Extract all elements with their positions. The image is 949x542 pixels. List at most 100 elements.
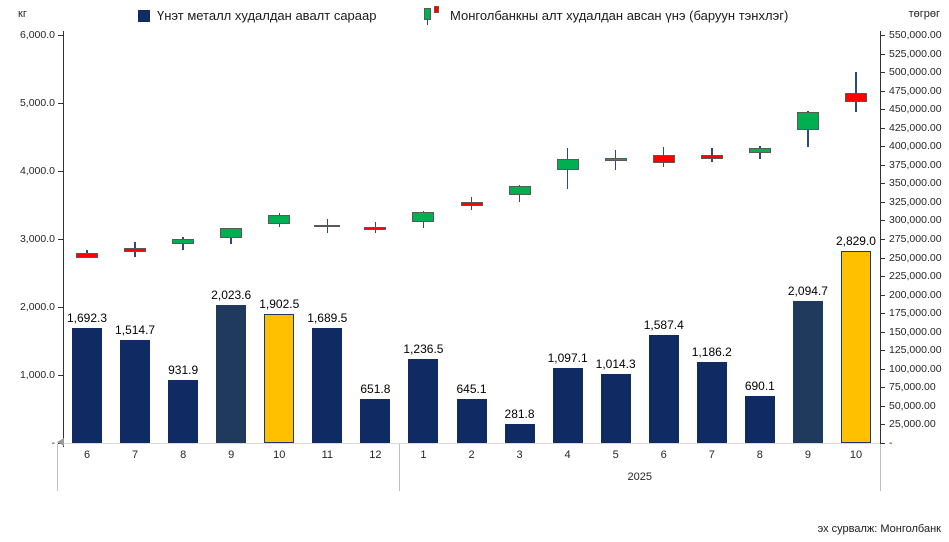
right-axis-tick bbox=[880, 201, 885, 203]
bar-value-label: 2,094.7 bbox=[787, 283, 828, 298]
left-axis-tick-label: 5,000.0 bbox=[19, 97, 55, 109]
bar bbox=[792, 300, 823, 443]
right-axis-tick-label: 150,000.00 bbox=[889, 325, 942, 338]
bar-value-label: 1,689.5 bbox=[307, 311, 348, 326]
bar bbox=[72, 327, 103, 443]
right-axis-unit-label: төгрөг bbox=[908, 8, 940, 20]
bar-value-label: 281.8 bbox=[504, 406, 535, 421]
candle-body bbox=[268, 215, 291, 225]
right-axis-tick bbox=[880, 405, 885, 407]
bar-value-label: 651.8 bbox=[360, 381, 391, 396]
right-axis-tick-label: 525,000.00 bbox=[889, 47, 942, 60]
candle-body bbox=[796, 111, 819, 130]
right-axis-tick bbox=[880, 331, 885, 333]
right-axis-tick-label: 375,000.00 bbox=[889, 158, 942, 171]
right-axis-tick bbox=[880, 35, 885, 36]
left-axis-tick-label: 4,000.0 bbox=[19, 165, 55, 177]
right-axis-tick bbox=[880, 276, 885, 278]
right-axis-tick-label: 200,000.00 bbox=[889, 288, 942, 301]
candle-body bbox=[172, 239, 195, 245]
right-axis-tick-label: 500,000.00 bbox=[889, 66, 942, 79]
right-axis-tick bbox=[880, 257, 885, 259]
right-axis-tick-label: 250,000.00 bbox=[889, 251, 942, 264]
x-axis-category-label: 9 bbox=[804, 449, 811, 461]
candle-body bbox=[508, 185, 531, 195]
candle-doji bbox=[314, 224, 341, 227]
right-axis-tick bbox=[880, 294, 885, 296]
right-axis-line bbox=[880, 31, 881, 451]
right-axis-tick-label: 325,000.00 bbox=[889, 195, 942, 208]
bar-value-label: 1,514.7 bbox=[115, 323, 156, 337]
candle-body bbox=[652, 155, 675, 164]
right-axis-tick-label: 300,000.00 bbox=[889, 214, 942, 227]
candle-body bbox=[844, 93, 867, 102]
legend: Үнэт металл худалдан авалт сараар Монгол… bbox=[0, 0, 949, 30]
right-axis-tick bbox=[880, 368, 885, 370]
right-axis-tick bbox=[880, 164, 885, 166]
bar-series-swatch-icon bbox=[138, 9, 150, 22]
right-axis-tick-label: 100,000.00 bbox=[889, 362, 942, 375]
bar-value-label: 1,692.3 bbox=[66, 310, 108, 325]
bar-value-label: 1,014.3 bbox=[595, 357, 636, 372]
bar-value-label: 2,829.0 bbox=[835, 233, 876, 248]
x-axis-category-label: 6 bbox=[660, 449, 667, 461]
right-axis-tick bbox=[880, 239, 885, 240]
x-axis-category-label: 10 bbox=[273, 449, 286, 461]
candle-wick-glyph bbox=[427, 19, 428, 25]
x-axis-category-label: 11 bbox=[321, 449, 334, 461]
left-axis-tick bbox=[58, 171, 63, 172]
x-axis-category-label: 8 bbox=[180, 449, 187, 461]
right-axis-tick bbox=[880, 313, 885, 315]
right-axis-tick bbox=[880, 220, 885, 222]
right-axis-tick-label: 275,000.00 bbox=[889, 233, 942, 245]
x-axis-group-separator bbox=[880, 444, 881, 491]
x-axis-category-label: 10 bbox=[849, 449, 863, 461]
candle-down-glyph bbox=[434, 6, 439, 13]
candle-body bbox=[76, 253, 99, 258]
bar bbox=[216, 305, 247, 443]
right-axis-tick bbox=[880, 387, 885, 389]
left-axis-tick bbox=[58, 307, 63, 308]
x-axis-category-label: 5 bbox=[612, 449, 619, 461]
bar-value-label: 1,097.1 bbox=[547, 351, 588, 366]
year-label: 2025 bbox=[627, 471, 652, 483]
x-axis-category-label: 3 bbox=[516, 449, 523, 461]
bar-value-label: 1,186.2 bbox=[691, 345, 732, 360]
right-axis-tick-label: 350,000.00 bbox=[889, 177, 942, 190]
right-axis-tick-label: 425,000.00 bbox=[889, 121, 942, 134]
candle-body bbox=[556, 158, 579, 170]
bar bbox=[648, 335, 679, 443]
candle-body bbox=[220, 228, 243, 238]
left-axis-tick-label: 3,000.0 bbox=[19, 233, 55, 245]
bar-value-label: 1,902.5 bbox=[259, 296, 300, 311]
candle-body bbox=[460, 201, 483, 206]
right-axis-tick bbox=[880, 53, 885, 55]
source-note: эх сурвалж: Монголбанк bbox=[817, 523, 941, 535]
candle-body bbox=[412, 211, 435, 223]
right-axis-tick-label: 50,000.00 bbox=[889, 399, 936, 412]
right-axis-tick-label: 550,000.00 bbox=[889, 29, 942, 41]
candle-body bbox=[748, 148, 771, 154]
bar-value-label: 645.1 bbox=[456, 382, 487, 397]
right-axis-tick bbox=[880, 443, 885, 444]
x-axis-group-separator bbox=[57, 444, 58, 491]
candlestick-legend-icon bbox=[424, 5, 441, 26]
bar-value-label: 1,587.4 bbox=[643, 318, 684, 333]
x-axis-category-label: 9 bbox=[228, 449, 235, 461]
x-axis-category-label: 7 bbox=[132, 449, 139, 461]
bar bbox=[120, 340, 151, 443]
left-axis-tick-label: 2,000.0 bbox=[19, 301, 55, 313]
right-axis-tick-label: 475,000.00 bbox=[889, 84, 942, 97]
right-axis-tick bbox=[880, 127, 885, 129]
right-axis-tick-label: 125,000.00 bbox=[889, 344, 942, 357]
right-axis-tick bbox=[880, 183, 885, 185]
right-axis-tick bbox=[880, 146, 885, 148]
bar-value-label: 690.1 bbox=[744, 379, 775, 394]
bar bbox=[456, 399, 487, 443]
x-axis-category-label: 1 bbox=[420, 449, 427, 461]
left-axis-tick-label: - bbox=[51, 437, 56, 449]
legend-item-candles: Монголбанкны алт худалдан авсан үнэ (бар… bbox=[424, 5, 788, 26]
bar-value-label: 1,236.5 bbox=[403, 341, 444, 356]
